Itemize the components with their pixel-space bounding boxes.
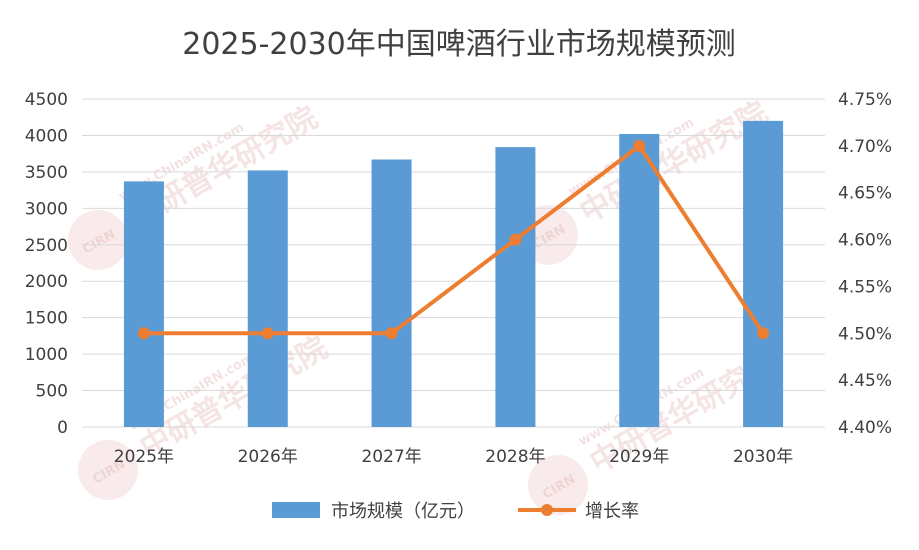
bar-5 [619,133,660,427]
right-axis: 4.40% 4.45% 4.50% 4.55% 4.60% 4.65% 4.70% 4.75% [838,90,892,438]
right-tick-label: 4.55% [838,277,892,297]
left-tick-label: 2000 [25,272,68,292]
right-tick-label: 4.60% [838,231,892,251]
watermark-logo-icon [528,455,589,515]
gridlines [82,98,825,428]
bar-2 [247,170,288,428]
x-tick-label: 2026年 [238,447,298,467]
x-tick-label: 2025年 [114,447,174,467]
left-tick-label: 1000 [25,345,68,365]
line-point-2 [261,327,274,340]
bar-series [123,120,784,428]
right-tick-label: 4.45% [838,371,892,391]
watermark-logo-icon [68,210,129,270]
x-axis: 2025年 2026年 2027年 2028年 2029年 2030年 [114,447,793,467]
line-point-3 [385,327,398,340]
line-point-4 [509,233,522,246]
x-tick-label: 2027年 [361,447,421,467]
line-point-5 [633,139,646,152]
watermark-text: 中研普华研究院 [134,330,333,465]
line-series [137,139,770,340]
right-tick-label: 4.40% [838,418,892,438]
left-tick-label: 4500 [25,90,68,110]
x-tick-label: 2029年 [609,447,669,467]
right-tick-label: 4.65% [838,184,892,204]
watermark-logo-icon [78,440,139,500]
bar-6 [743,120,784,427]
right-tick-label: 4.50% [838,324,892,344]
left-tick-label: 1500 [25,309,68,329]
legend: 市场规模（亿元） 增长率 [272,501,639,522]
legend-line-label: 增长率 [585,501,639,522]
left-tick-label: 500 [36,382,68,402]
left-tick-label: 3500 [25,163,68,183]
left-tick-label: 4000 [25,126,68,146]
left-tick-label: 0 [57,418,68,438]
growth-line [141,143,766,336]
right-tick-label: 4.70% [838,137,892,157]
legend-bar-label: 市场规模（亿元） [331,501,475,522]
legend-line-marker [541,504,553,516]
left-axis: 0 500 1000 1500 2000 2500 3000 3500 4000 4500 [25,90,68,438]
left-tick-label: 3000 [25,199,68,219]
chart-title: 2025-2030年中国啤酒行业市场规模预测 [182,27,736,62]
x-tick-label: 2030年 [733,447,793,467]
line-point-1 [137,327,150,340]
x-tick-label: 2028年 [485,447,545,467]
left-tick-label: 2500 [25,236,68,256]
bar-3 [371,159,412,427]
bar-4 [495,147,536,427]
line-point-6 [757,327,770,340]
right-tick-label: 4.75% [838,90,892,110]
legend-bar-swatch [272,502,320,518]
bar-1 [123,181,164,427]
